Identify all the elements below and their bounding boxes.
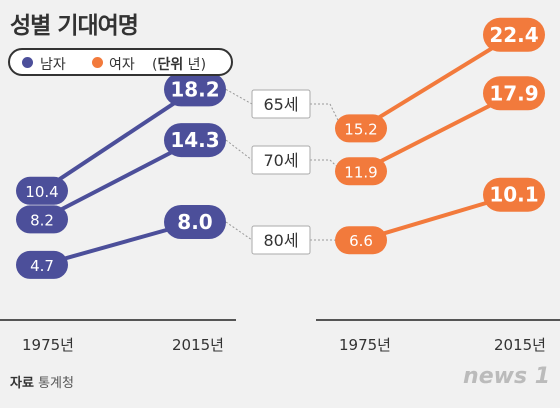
connector (225, 221, 253, 241)
data-label: 10.1 (489, 183, 538, 207)
data-label: 14.3 (170, 128, 219, 152)
group-label: 80세 (263, 231, 298, 250)
legend: 남자 여자 (단위 년) (8, 48, 233, 76)
value-pill (335, 114, 387, 143)
data-label: 11.9 (344, 163, 377, 181)
value-pill (16, 250, 68, 279)
series-line-female (360, 91, 515, 174)
data-label: 8.2 (30, 211, 54, 229)
x-tick-label: 1975년 (22, 336, 74, 354)
legend-female-marker (92, 57, 103, 68)
data-label: 15.2 (344, 120, 377, 138)
group-label: 70세 (263, 151, 298, 170)
legend-male-marker (22, 57, 33, 68)
data-label: 8.0 (177, 210, 212, 234)
value-pill (164, 72, 226, 107)
value-pill (483, 76, 545, 111)
source-name: 통계청 (38, 376, 74, 391)
connector (310, 159, 343, 172)
data-label: 10.4 (25, 183, 58, 201)
series-line-female (359, 33, 516, 131)
series-line-male (41, 138, 196, 222)
legend-unit: (단위 년) (152, 57, 207, 73)
series-line-male (40, 87, 197, 193)
data-label: 6.6 (349, 232, 373, 250)
connector (225, 88, 253, 105)
value-pill (16, 205, 68, 234)
value-pill (335, 226, 387, 255)
connector (310, 103, 343, 129)
group-label: 65세 (263, 95, 298, 114)
chart-title: 성별 기대여명 (10, 13, 139, 39)
source-note: 자료 통계청 (10, 372, 74, 391)
group-label-box (251, 89, 311, 119)
value-pill (164, 205, 226, 239)
x-tick-label: 2015년 (494, 336, 546, 354)
group-label-box (251, 225, 311, 255)
data-label: 17.9 (489, 81, 538, 105)
value-pill (483, 17, 545, 52)
connector (225, 139, 253, 161)
data-label: 18.2 (170, 77, 219, 101)
legend-male-label: 남자 (40, 57, 66, 73)
value-pill (483, 177, 545, 212)
value-pill (335, 157, 387, 186)
x-tick-label: 2015년 (172, 336, 224, 354)
group-label-box (251, 145, 311, 175)
news1-logo: news 1 (463, 364, 550, 389)
value-pill (164, 123, 226, 158)
x-tick-label: 1975년 (339, 336, 391, 354)
value-pill (16, 176, 68, 205)
source-label: 자료 (10, 376, 34, 391)
data-label: 22.4 (489, 23, 538, 47)
data-label: 4.7 (30, 257, 54, 275)
legend-female-label: 여자 (109, 57, 135, 73)
